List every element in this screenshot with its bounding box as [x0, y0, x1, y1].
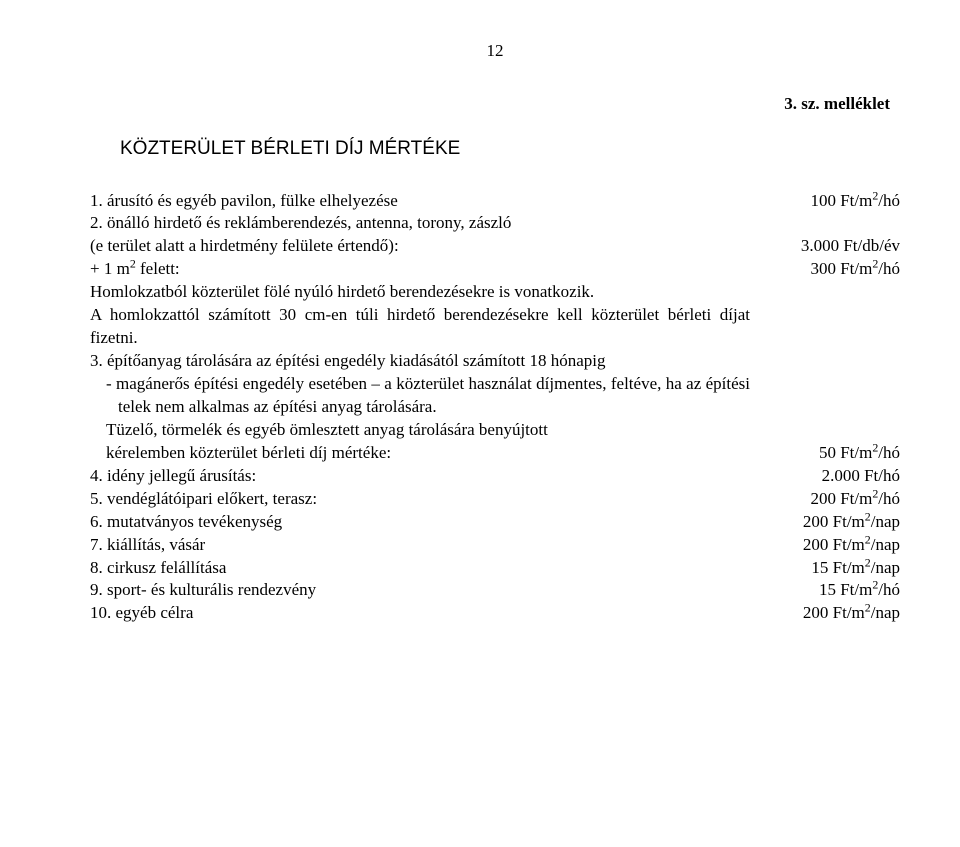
item-text: Homlokzatból közterület fölé nyúló hirde…: [90, 281, 770, 304]
sub-row: kérelemben közterület bérleti díj mérték…: [90, 442, 900, 465]
item-price: 200 Ft/m2/nap: [770, 511, 900, 534]
item-text: 1. árusító és egyéb pavilon, fülke elhel…: [90, 190, 770, 213]
sub-row: + 1 m2 felett: 300 Ft/m2/hó: [90, 258, 900, 281]
price-pre: 300 Ft/m: [810, 259, 872, 278]
list-item: 3. építőanyag tárolására az építési enge…: [90, 350, 900, 373]
sub-row: Tüzelő, törmelék és egyéb ömlesztett any…: [90, 419, 900, 442]
list-item: 9. sport- és kulturális rendezvény 15 Ft…: [90, 579, 900, 602]
item-text: 6. mutatványos tevékenység: [90, 511, 770, 534]
item-price: 200 Ft/m2/hó: [770, 488, 900, 511]
item-text: 3. építőanyag tárolására az építési enge…: [90, 350, 770, 373]
price-pre: 200 Ft/m: [803, 603, 865, 622]
price-post: /nap: [871, 603, 900, 622]
attachment-label: 3. sz. melléklet: [90, 93, 900, 116]
price-post: /hó: [878, 443, 900, 462]
item-price: 200 Ft/m2/nap: [770, 602, 900, 625]
item-price: 300 Ft/m2/hó: [770, 258, 900, 281]
list-item: 1. árusító és egyéb pavilon, fülke elhel…: [90, 190, 900, 213]
text-pre: + 1 m: [90, 259, 130, 278]
price-pre: 100 Ft/m: [810, 191, 872, 210]
page-number: 12: [90, 40, 900, 63]
item-text: 8. cirkusz felállítása: [90, 557, 770, 580]
item-price: 100 Ft/m2/hó: [770, 190, 900, 213]
list-item: 2. önálló hirdető és reklámberendezés, a…: [90, 212, 900, 235]
document-title: KÖZTERÜLET BÉRLETI DÍJ MÉRTÉKE: [120, 136, 900, 162]
item-price: 15 Ft/m2/hó: [770, 579, 900, 602]
price-post: /hó: [878, 191, 900, 210]
item-price: 2.000 Ft/hó: [770, 465, 900, 488]
list-item: 7. kiállítás, vásár 200 Ft/m2/nap: [90, 534, 900, 557]
price-post: /nap: [871, 512, 900, 531]
text-post: felett:: [136, 259, 180, 278]
item-text: 9. sport- és kulturális rendezvény: [90, 579, 770, 602]
item-text: kérelemben közterület bérleti díj mérték…: [90, 442, 770, 465]
item-text: Tüzelő, törmelék és egyéb ömlesztett any…: [90, 419, 770, 442]
item-text: - magánerős építési engedély esetében – …: [90, 373, 770, 419]
price-pre: 15 Ft/m: [811, 558, 864, 577]
price-post: /hó: [878, 580, 900, 599]
item-text: (e terület alatt a hirdetmény felülete é…: [90, 235, 770, 258]
item-price: 50 Ft/m2/hó: [770, 442, 900, 465]
price-post: /hó: [878, 259, 900, 278]
sub-row: (e terület alatt a hirdetmény felülete é…: [90, 235, 900, 258]
price-pre: 15 Ft/m: [819, 580, 872, 599]
paragraph: Homlokzatból közterület fölé nyúló hirde…: [90, 281, 900, 304]
sub-row: - magánerős építési engedély esetében – …: [90, 373, 900, 419]
list-item: 6. mutatványos tevékenység 200 Ft/m2/nap: [90, 511, 900, 534]
list-item: 10. egyéb célra 200 Ft/m2/nap: [90, 602, 900, 625]
item-text: 7. kiállítás, vásár: [90, 534, 770, 557]
paragraph: A homlokzattól számított 30 cm-en túli h…: [90, 304, 900, 350]
item-price: 3.000 Ft/db/év: [770, 235, 900, 258]
price-post: /nap: [871, 558, 900, 577]
item-text: A homlokzattól számított 30 cm-en túli h…: [90, 304, 770, 350]
item-text: 5. vendéglátóipari előkert, terasz:: [90, 488, 770, 511]
price-post: /nap: [871, 535, 900, 554]
price-pre: 200 Ft/m: [810, 489, 872, 508]
item-text: + 1 m2 felett:: [90, 258, 770, 281]
price-pre: 50 Ft/m: [819, 443, 872, 462]
list-item: 4. idény jellegű árusítás: 2.000 Ft/hó: [90, 465, 900, 488]
price-pre: 200 Ft/m: [803, 512, 865, 531]
item-text: 4. idény jellegű árusítás:: [90, 465, 770, 488]
item-price: 15 Ft/m2/nap: [770, 557, 900, 580]
price-post: /hó: [878, 489, 900, 508]
item-price: 200 Ft/m2/nap: [770, 534, 900, 557]
list-item: 8. cirkusz felállítása 15 Ft/m2/nap: [90, 557, 900, 580]
list-item: 5. vendéglátóipari előkert, terasz: 200 …: [90, 488, 900, 511]
price-pre: 200 Ft/m: [803, 535, 865, 554]
item-text: 10. egyéb célra: [90, 602, 770, 625]
